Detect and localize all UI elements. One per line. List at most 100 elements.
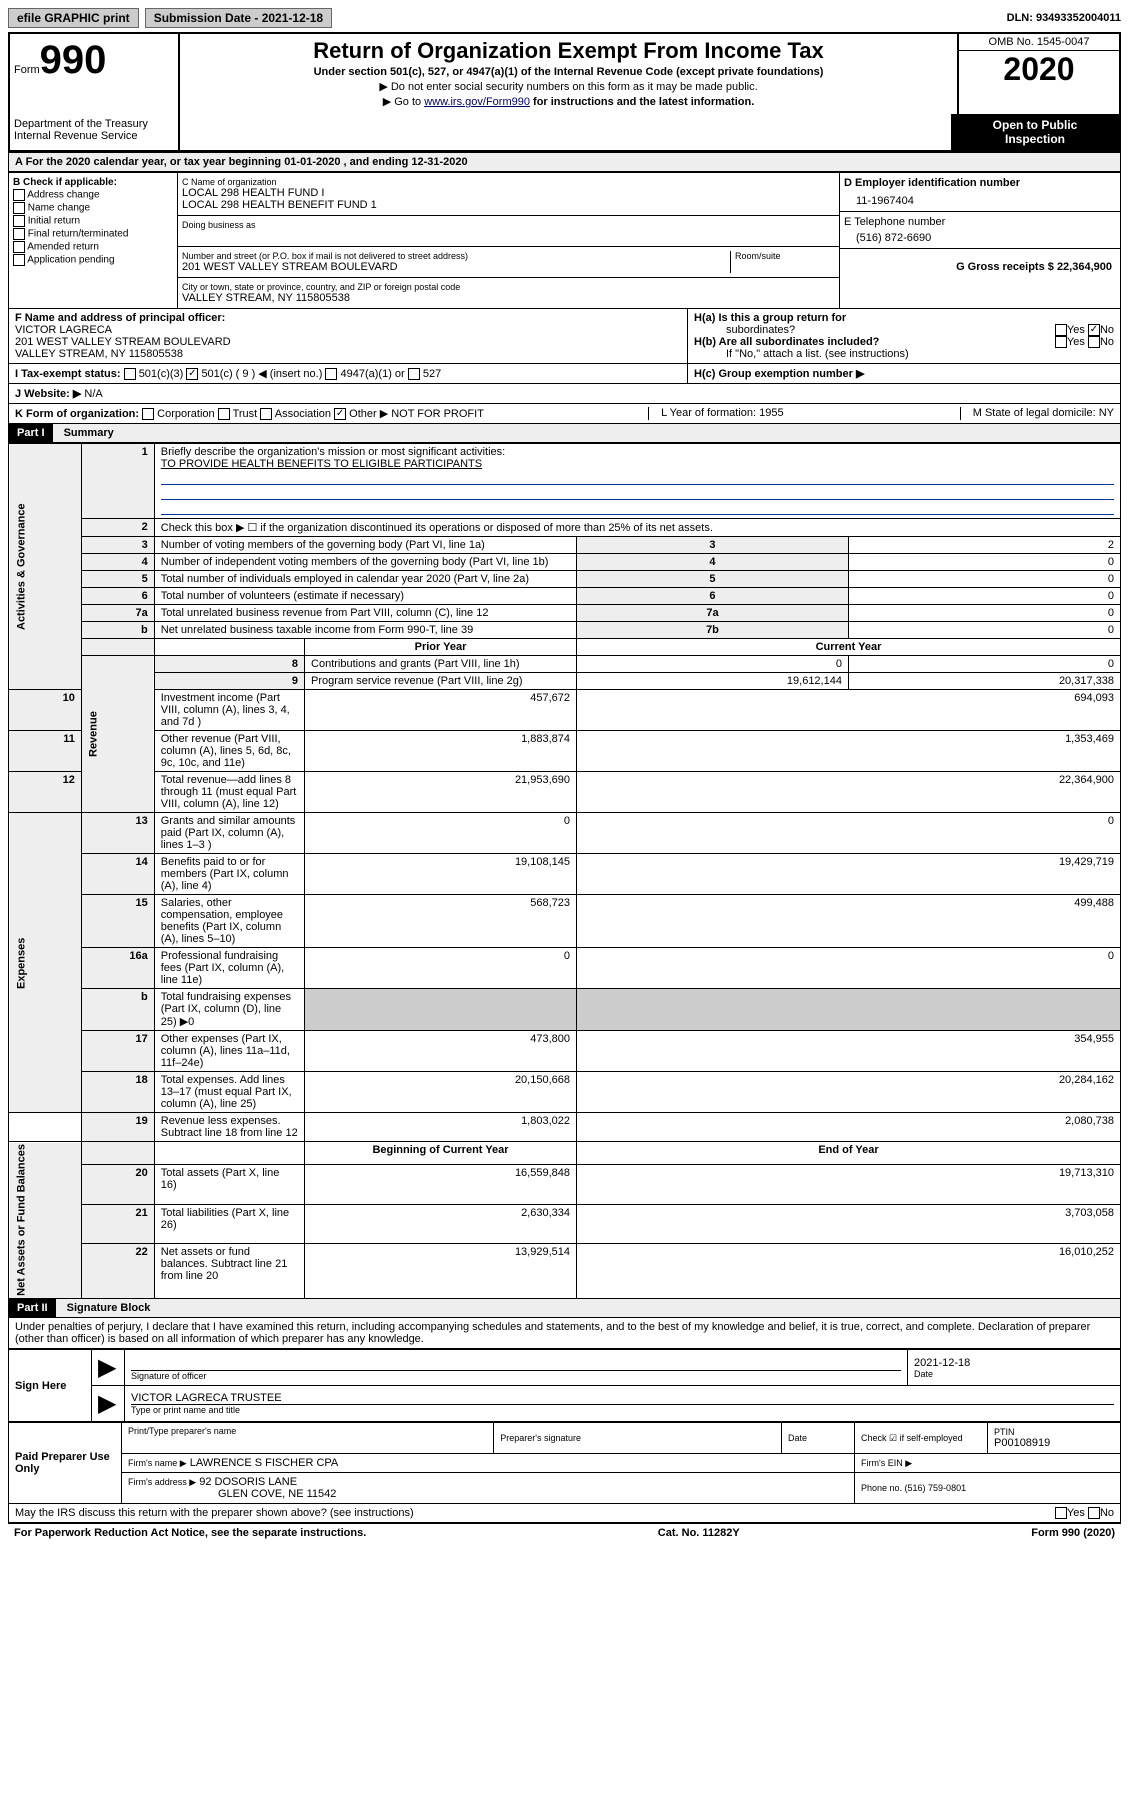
side-expenses: Expenses [9, 813, 82, 1113]
gov-val-7b: 0 [848, 622, 1120, 639]
form-header: Form990 Return of Organization Exempt Fr… [8, 32, 1121, 114]
gross-receipts: G Gross receipts $ 22,364,900 [844, 253, 1116, 281]
part1-title: Summary [56, 424, 122, 442]
net-row: Total liabilities (Part X, line 26) [154, 1204, 304, 1243]
officer-printed-name: VICTOR LAGRECA TRUSTEE [131, 1392, 1114, 1405]
officer-addr2: VALLEY STREAM, NY 115805538 [15, 348, 681, 360]
firm-addr1: 92 DOSORIS LANE [199, 1476, 297, 1488]
ha-sub: subordinates? [694, 324, 795, 336]
checkbox-pending[interactable] [13, 254, 25, 266]
dept-treasury: Department of the Treasury Internal Reve… [10, 114, 180, 150]
rev-row: Total revenue—add lines 8 through 11 (mu… [154, 772, 304, 813]
q2-text: Check this box ▶ ☐ if the organization d… [154, 519, 1120, 537]
main-info-grid: B Check if applicable: Address change Na… [8, 172, 1121, 309]
net-row: Total assets (Part X, line 16) [154, 1165, 304, 1204]
rev-row: Program service revenue (Part VIII, line… [305, 673, 577, 690]
state-domicile: M State of legal domicile: NY [960, 407, 1114, 420]
phone-value: (516) 872-6690 [844, 228, 1116, 244]
cb-label-name: Name change [28, 203, 90, 214]
cb-assoc[interactable] [260, 408, 272, 420]
ha-yes[interactable] [1055, 324, 1067, 336]
discuss-yes[interactable] [1055, 1507, 1067, 1519]
gov-val-3: 2 [848, 537, 1120, 554]
disc-no-lbl: No [1100, 1507, 1114, 1519]
hb-yes[interactable] [1055, 336, 1067, 348]
gov-row-6: Total number of volunteers (estimate if … [154, 588, 576, 605]
cb-501c3[interactable] [124, 368, 136, 380]
officer-label: F Name and address of principal officer: [15, 312, 681, 324]
room-label: Room/suite [735, 251, 835, 261]
exp-row: Salaries, other compensation, employee b… [154, 895, 304, 948]
lbl-other: Other ▶ [349, 408, 388, 420]
name-label: C Name of organization [182, 177, 835, 187]
hb-yes-label: Yes [1067, 336, 1085, 348]
hdr-current: Current Year [577, 639, 1121, 656]
hdr-prior: Prior Year [305, 639, 577, 656]
ha-no[interactable]: ✓ [1088, 324, 1100, 336]
mission-text: TO PROVIDE HEALTH BENEFITS TO ELIGIBLE P… [161, 458, 482, 470]
perjury-text: Under penalties of perjury, I declare th… [8, 1318, 1121, 1349]
gov-row-7b: Net unrelated business taxable income fr… [154, 622, 576, 639]
cb-trust[interactable] [218, 408, 230, 420]
irs-link[interactable]: www.irs.gov/Form990 [424, 96, 530, 108]
checkbox-amended[interactable] [13, 241, 25, 253]
discuss-text: May the IRS discuss this return with the… [15, 1507, 414, 1519]
officer-addr1: 201 WEST VALLEY STREAM BOULEVARD [15, 336, 681, 348]
section-b-label: B Check if applicable: [13, 177, 173, 188]
officer-name: VICTOR LAGRECA [15, 324, 681, 336]
lbl-527: 527 [423, 368, 441, 380]
rev-row: Investment income (Part VIII, column (A)… [154, 690, 304, 731]
footer: For Paperwork Reduction Act Notice, see … [8, 1523, 1121, 1542]
cb-corp[interactable] [142, 408, 154, 420]
discuss-no[interactable] [1088, 1507, 1100, 1519]
side-governance: Activities & Governance [9, 444, 82, 690]
note2: ▶ Go to www.irs.gov/Form990 for instruct… [188, 95, 949, 108]
net-row: Net assets or fund balances. Subtract li… [154, 1243, 304, 1298]
ha-yes-label: Yes [1067, 324, 1085, 336]
rev-row: Contributions and grants (Part VIII, lin… [305, 656, 577, 673]
exp-row: Professional fundraising fees (Part IX, … [154, 948, 304, 989]
main-title: Return of Organization Exempt From Incom… [188, 38, 949, 64]
efile-button[interactable]: efile GRAPHIC print [8, 8, 139, 28]
footer-left: For Paperwork Reduction Act Notice, see … [14, 1527, 366, 1539]
footer-right: Form 990 (2020) [1031, 1527, 1115, 1539]
cb-4947[interactable] [325, 368, 337, 380]
q1-text: Briefly describe the organization's miss… [161, 446, 505, 458]
ptin-value: P00108919 [994, 1437, 1114, 1449]
open-public: Open to PublicInspection [951, 114, 1119, 150]
firm-addr2: GLEN COVE, NE 11542 [128, 1488, 336, 1500]
cb-501c[interactable]: ✓ [186, 368, 198, 380]
form-number: 990 [40, 38, 107, 82]
signature-table: Sign Here ▶ Signature of officer 2021-12… [8, 1349, 1121, 1422]
part2-title: Signature Block [59, 1299, 159, 1317]
exp-row: Other expenses (Part IX, column (A), lin… [154, 1031, 304, 1072]
sign-here: Sign Here [9, 1350, 92, 1422]
checkbox-address[interactable] [13, 189, 25, 201]
ha-no-label: No [1100, 324, 1114, 336]
sign-date-label: Date [914, 1369, 1114, 1379]
note1: ▶ Do not enter social security numbers o… [188, 80, 949, 93]
gov-row-4: Number of independent voting members of … [154, 554, 576, 571]
ha-label: H(a) Is this a group return for [694, 312, 846, 324]
checkbox-name[interactable] [13, 202, 25, 214]
top-bar: efile GRAPHIC print Submission Date - 20… [8, 8, 1121, 28]
cb-527[interactable] [408, 368, 420, 380]
lbl-501c3: 501(c)(3) [139, 368, 184, 380]
ein-value: 11-1967404 [844, 189, 1116, 207]
exp-row: Total expenses. Add lines 13–17 (must eq… [154, 1072, 304, 1113]
hb-no[interactable] [1088, 336, 1100, 348]
checkbox-initial[interactable] [13, 215, 25, 227]
gov-val-7a: 0 [848, 605, 1120, 622]
submission-date-button[interactable]: Submission Date - 2021-12-18 [145, 8, 332, 28]
year-formation: L Year of formation: 1955 [648, 407, 796, 420]
hc-label: H(c) Group exemption number ▶ [694, 368, 864, 380]
exp-row-16b: Total fundraising expenses (Part IX, col… [154, 989, 304, 1031]
prep-check-label: Check ☑ if self-employed [861, 1433, 981, 1444]
cb-label-final: Final return/terminated [28, 229, 129, 240]
org-name-2: LOCAL 298 HEALTH BENEFIT FUND 1 [182, 199, 835, 211]
rev-row: Other revenue (Part VIII, column (A), li… [154, 731, 304, 772]
cb-label-pending: Application pending [27, 255, 114, 266]
hdr-end: End of Year [577, 1142, 1121, 1165]
checkbox-final[interactable] [13, 228, 25, 240]
cb-other[interactable]: ✓ [334, 408, 346, 420]
